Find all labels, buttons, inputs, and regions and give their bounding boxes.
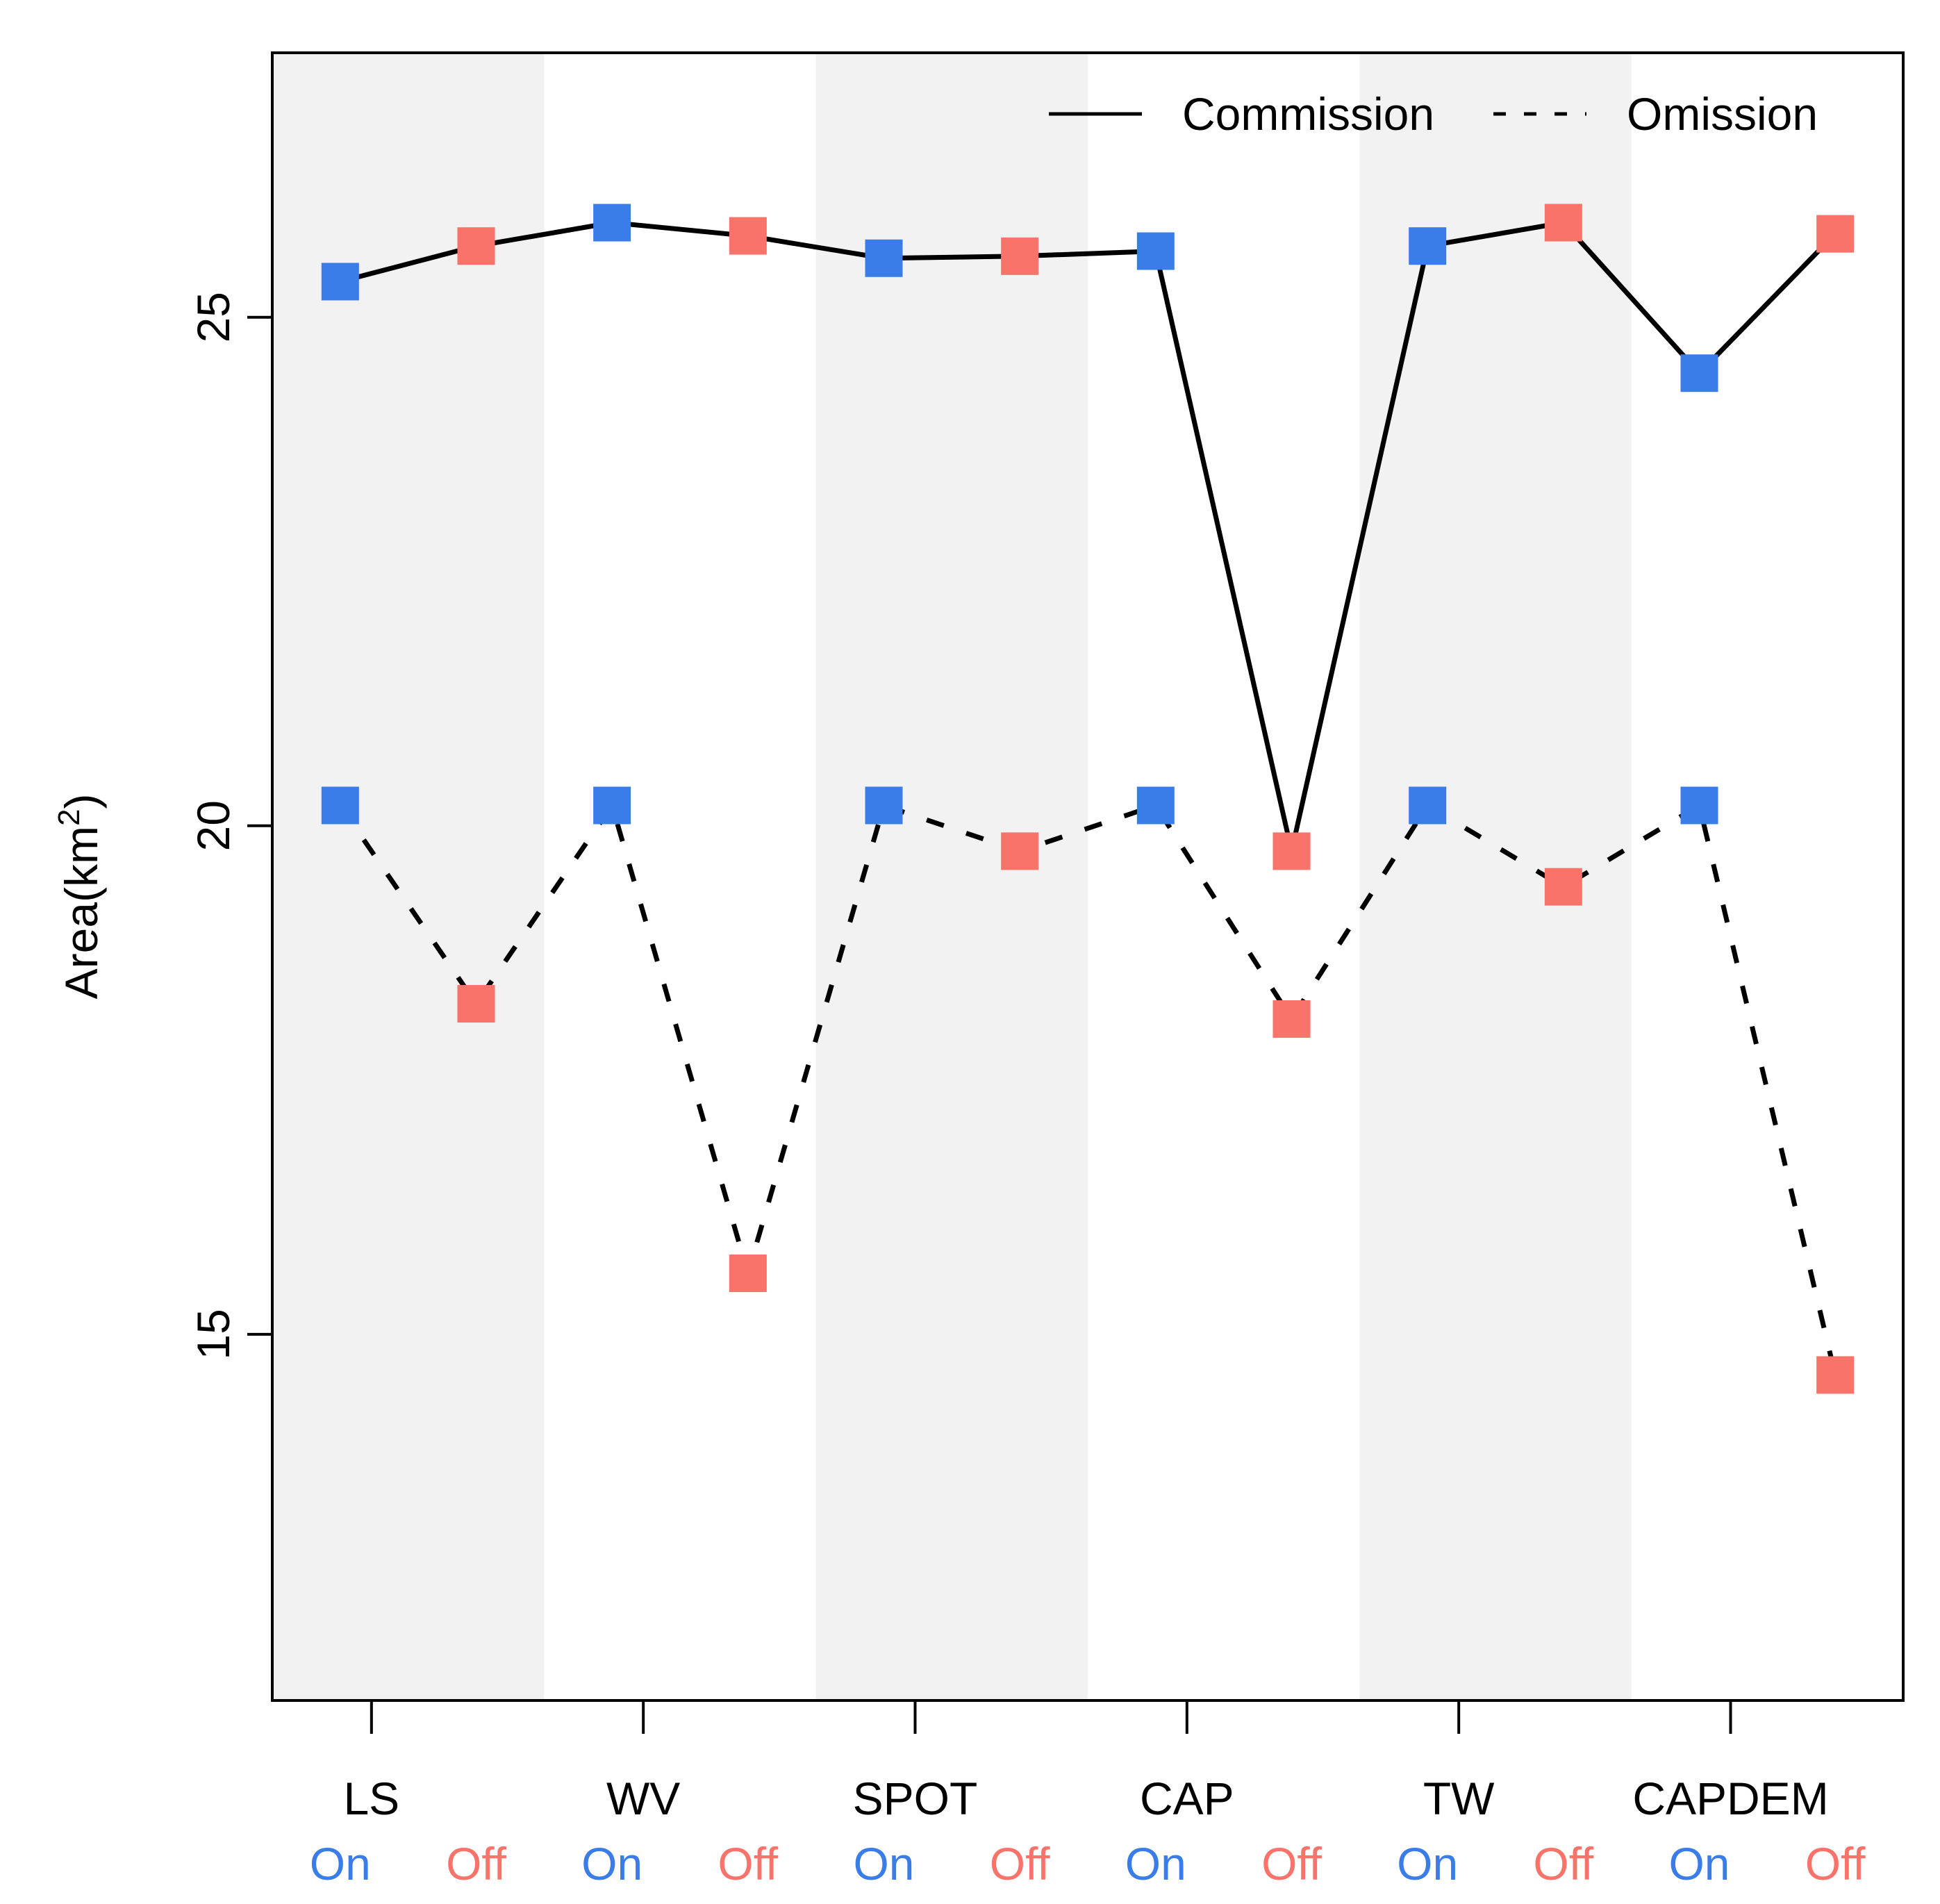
marker-commission-spot-off: [1001, 237, 1039, 275]
series-markers: [321, 204, 1855, 1394]
marker-omission-tw-on: [1409, 786, 1447, 825]
marker-commission-cap-on: [1136, 232, 1175, 270]
marker-omission-capdem-off: [1816, 1356, 1855, 1394]
x-axis: LS WV SPOT CAP TW CAPDEM On Off On Off On Off On Off O…: [310, 1700, 1866, 1889]
x-group-label-spot: SPOT: [853, 1773, 978, 1824]
x-group-label-ls: LS: [343, 1773, 399, 1824]
marker-omission-cap-on: [1136, 786, 1175, 825]
y-tick-label-15: 15: [188, 1309, 239, 1359]
y-axis-label-main: Area(km: [56, 826, 107, 999]
plot-background-bands: [272, 53, 1632, 1700]
marker-commission-spot-on: [865, 239, 903, 277]
y-axis-label: Area(km2): [52, 794, 107, 1000]
y-tick-label-25: 25: [188, 292, 239, 342]
series-line-omission: [338, 803, 1838, 1376]
x-condition-label-cap-off: Off: [1261, 1838, 1322, 1889]
x-condition-label-tw-on: On: [1397, 1838, 1458, 1889]
legend-label-commission: Commission: [1182, 88, 1434, 140]
y-axis-label-superscript: 2: [52, 809, 86, 826]
marker-omission-ls-off: [457, 985, 495, 1023]
marker-omission-capdem-on: [1680, 786, 1718, 825]
x-condition-label-ls-on: On: [310, 1838, 371, 1889]
marker-omission-spot-off: [1001, 832, 1039, 870]
marker-commission-capdem-off: [1816, 215, 1855, 253]
legend: Commission Omission: [1049, 88, 1818, 140]
marker-omission-ls-on: [321, 786, 359, 825]
marker-commission-ls-off: [457, 227, 495, 265]
marker-omission-wv-on: [593, 786, 631, 825]
x-condition-label-tw-off: Off: [1533, 1838, 1593, 1889]
x-group-label-tw: TW: [1423, 1773, 1495, 1824]
y-tick-label-20: 20: [188, 800, 239, 851]
y-axis-label-close: ): [56, 794, 107, 809]
x-group-label-capdem: CAPDEM: [1632, 1773, 1828, 1824]
marker-omission-tw-off: [1544, 868, 1582, 906]
x-group-label-wv: WV: [606, 1773, 680, 1824]
background-band-spot: [815, 53, 1088, 1700]
marker-commission-cap-off: [1272, 832, 1311, 870]
marker-commission-wv-off: [729, 217, 767, 255]
x-condition-label-capdem-on: On: [1668, 1838, 1730, 1889]
background-band-ls: [272, 53, 545, 1700]
plot-frame: [271, 51, 1905, 1702]
x-condition-label-wv-off: Off: [718, 1838, 778, 1889]
series-line-commission: [338, 220, 1838, 854]
marker-commission-wv-on: [593, 204, 631, 242]
x-condition-label-wv-on: On: [581, 1838, 642, 1889]
marker-omission-spot-on: [865, 786, 903, 825]
x-condition-label-ls-off: Off: [446, 1838, 506, 1889]
marker-commission-tw-off: [1544, 204, 1582, 242]
x-condition-label-spot-off: Off: [990, 1838, 1050, 1889]
x-condition-label-cap-on: On: [1125, 1838, 1186, 1889]
series-lines: [338, 220, 1838, 1376]
legend-label-omission: Omission: [1627, 88, 1818, 140]
x-group-label-cap: CAP: [1140, 1773, 1234, 1824]
marker-omission-cap-off: [1272, 1000, 1311, 1038]
x-condition-label-capdem-off: Off: [1805, 1838, 1866, 1889]
x-condition-label-spot-on: On: [853, 1838, 914, 1889]
marker-commission-tw-on: [1409, 227, 1447, 265]
background-band-tw: [1359, 53, 1632, 1700]
marker-omission-wv-off: [729, 1255, 767, 1293]
marker-commission-ls-on: [321, 263, 359, 301]
y-axis: 15 20 25: [188, 292, 272, 1360]
marker-commission-capdem-on: [1680, 354, 1718, 392]
